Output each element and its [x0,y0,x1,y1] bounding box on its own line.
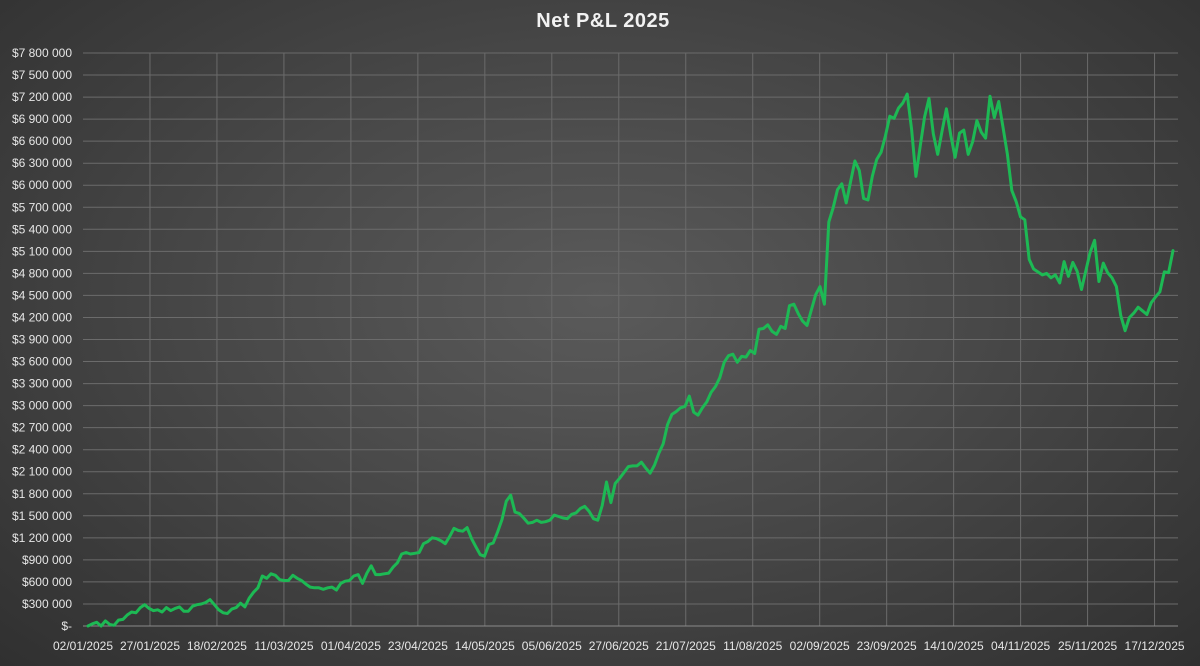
x-tick-label: 25/11/2025 [1058,639,1117,653]
series-layer [86,92,1175,628]
y-tick-label: $6 900 000 [12,112,72,126]
x-tick-label: 23/04/2025 [388,639,448,653]
y-tick-label: $2 700 000 [12,421,72,435]
x-tick-label: 14/05/2025 [455,639,515,653]
chart-title: Net P&L 2025 [536,10,669,32]
x-tick-label: 17/12/2025 [1125,639,1185,653]
y-tick-label: $3 000 000 [12,399,72,413]
y-tick-label: $2 100 000 [12,465,72,479]
y-tick-label: $300 000 [22,597,72,611]
y-tick-label: $4 200 000 [12,310,72,324]
x-tick-label: 04/11/2025 [991,639,1050,653]
x-tick-label: 27/01/2025 [120,639,180,653]
x-tick-label: 18/02/2025 [187,639,247,653]
y-tick-label: $3 600 000 [12,355,72,369]
x-tick-label: 02/09/2025 [790,639,850,653]
pnl-series-line [86,92,1175,628]
y-tick-label: $1 500 000 [12,509,72,523]
y-axis-tick-labels: $- $300 000 $600 000 $900 000 $1 200 000 $1 5… [12,46,72,633]
y-tick-label: $7 800 000 [12,46,72,60]
x-tick-label: 21/07/2025 [656,639,716,653]
y-tick-label: $900 000 [22,553,72,567]
x-tick-label: 23/09/2025 [857,639,917,653]
x-tick-label: 11/03/2025 [254,639,313,653]
x-tick-label: 11/08/2025 [723,639,782,653]
x-axis-tick-labels: 02/01/2025 27/01/2025 18/02/2025 11/03/2025… [53,639,1185,653]
y-tick-label: $4 500 000 [12,288,72,302]
y-tick-label: $7 500 000 [12,68,72,82]
y-tick-label: $5 400 000 [12,222,72,236]
y-tick-label: $6 000 000 [12,178,72,192]
y-tick-label: $3 300 000 [12,377,72,391]
x-tick-label: 01/04/2025 [321,639,381,653]
y-tick-label: $5 700 000 [12,200,72,214]
y-tick-label: $7 200 000 [12,90,72,104]
y-tick-label: $3 900 000 [12,333,72,347]
y-tick-label: $2 400 000 [12,443,72,457]
y-tick-label: $- [61,619,72,633]
gridlines [83,52,1178,626]
x-tick-label: 27/06/2025 [589,639,649,653]
y-tick-label: $1 800 000 [12,487,72,501]
x-tick-label: 02/01/2025 [53,639,113,653]
y-tick-label: $4 800 000 [12,266,72,280]
x-tick-label: 05/06/2025 [522,639,582,653]
y-tick-label: $6 600 000 [12,134,72,148]
y-tick-label: $600 000 [22,575,72,589]
y-tick-label: $5 100 000 [12,244,72,258]
y-tick-label: $1 200 000 [12,531,72,545]
x-tick-label: 14/10/2025 [924,639,984,653]
y-tick-label: $6 300 000 [12,156,72,170]
